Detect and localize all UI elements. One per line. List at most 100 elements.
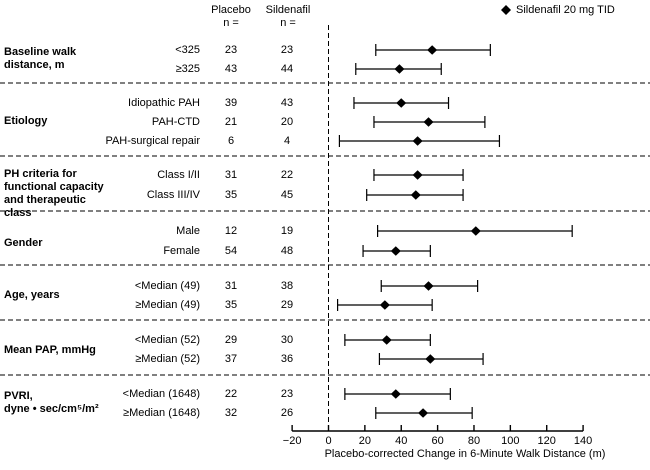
sildenafil-n-value: 23 (280, 44, 294, 56)
group-label: PVRI, dyne • sec/cm⁵/m² (4, 390, 200, 416)
x-axis-tick-label: 80 (467, 435, 481, 447)
sildenafil-n-value: 29 (280, 299, 294, 311)
subgroup-label: ≥Median (52) (135, 353, 200, 365)
column-header-sildenafil: Sildenafil n = (259, 4, 317, 30)
sildenafil-n-value: 30 (280, 334, 294, 346)
placebo-n-value: 21 (224, 116, 238, 128)
subgroup-label: ≥Median (49) (135, 299, 200, 311)
group-label-line: Mean PAP, mmHg (4, 344, 96, 356)
subgroup-label: PAH-CTD (151, 116, 200, 128)
placebo-n-value: 6 (227, 135, 235, 147)
placebo-n-value: 32 (224, 407, 238, 419)
placebo-n-value: 54 (224, 245, 238, 257)
estimate-diamond (427, 45, 438, 55)
column-header-placebo: Placebo n = (205, 4, 257, 30)
subgroup-label: PAH-surgical repair (105, 135, 200, 147)
estimate-diamond (423, 281, 434, 291)
group-label-line: Etiology (4, 115, 48, 127)
sildenafil-n-value: 23 (280, 388, 294, 400)
placebo-n-equals-text: n = (223, 17, 239, 29)
sildenafil-n-value: 20 (280, 116, 294, 128)
x-axis-tick-label: 140 (573, 435, 593, 447)
x-axis-tick-label: 60 (431, 435, 444, 447)
group-label: Mean PAP, mmHg (4, 344, 200, 357)
subgroup-label: <Median (1648) (122, 388, 200, 400)
estimate-diamond (418, 408, 429, 418)
legend-label: Sildenafil 20 mg TID (516, 4, 615, 16)
estimate-diamond (396, 98, 407, 108)
subgroup-label: <Median (49) (134, 280, 200, 292)
sildenafil-n-value: 19 (280, 225, 294, 237)
placebo-n-value: 23 (224, 44, 238, 56)
x-axis-tick-label: −20 (282, 435, 302, 447)
group-label-line: Baseline walk (4, 46, 77, 58)
estimate-diamond (470, 226, 481, 236)
group-label-line: distance, m (4, 59, 65, 71)
subgroup-label: Class I/II (157, 169, 200, 181)
sildenafil-n-value: 38 (280, 280, 294, 292)
sildenafil-n-value: 22 (280, 169, 294, 181)
estimate-diamond (390, 389, 401, 399)
placebo-n-value: 12 (224, 225, 238, 237)
sildenafil-n-value: 44 (280, 63, 294, 75)
group-label: Age, years (4, 289, 200, 302)
group-label-line: class (4, 207, 32, 219)
placebo-n-value: 22 (224, 388, 238, 400)
sildenafil-n-value: 36 (280, 353, 294, 365)
placebo-header-text: Placebo (211, 4, 251, 16)
group-label: PH criteria for functional capacity and th… (4, 168, 200, 220)
subgroup-label: Female (163, 245, 200, 257)
placebo-n-value: 29 (224, 334, 238, 346)
estimate-diamond (412, 136, 423, 146)
estimate-diamond (412, 170, 423, 180)
estimate-diamond (390, 246, 401, 256)
subgroup-label: Male (176, 225, 200, 237)
group-label: Etiology (4, 115, 200, 128)
placebo-n-value: 35 (224, 299, 238, 311)
group-label: Gender (4, 237, 200, 250)
group-label-line: Age, years (4, 289, 60, 301)
sildenafil-header-text: Sildenafil (265, 4, 311, 16)
sildenafil-n-value: 43 (280, 97, 294, 109)
estimate-diamond (394, 64, 405, 74)
sildenafil-n-value: 4 (283, 135, 291, 147)
estimate-diamond (423, 117, 434, 127)
sildenafil-n-value: 26 (280, 407, 294, 419)
axis-title: Placebo-corrected Change in 6-Minute Wal… (324, 448, 606, 460)
sildenafil-n-equals-text: n = (280, 17, 296, 29)
estimate-diamond (425, 354, 436, 364)
estimate-diamond (381, 335, 392, 345)
placebo-n-value: 43 (224, 63, 238, 75)
placebo-n-value: 31 (224, 280, 238, 292)
subgroup-label: ≥Median (1648) (123, 407, 200, 419)
subgroup-label: ≥325 (175, 63, 200, 75)
x-axis-tick-label: 120 (537, 435, 556, 447)
group-label-line: dyne • sec/cm⁵/m² (4, 403, 99, 415)
group-label-line: Gender (4, 237, 43, 249)
sildenafil-n-value: 45 (280, 189, 294, 201)
estimate-diamond (379, 300, 390, 310)
placebo-n-value: 35 (224, 189, 238, 201)
subgroup-label: Idiopathic PAH (128, 97, 200, 109)
sildenafil-n-value: 48 (280, 245, 294, 257)
x-axis-tick-label: 20 (358, 435, 371, 447)
x-axis-tick-label: 0 (325, 435, 332, 447)
legend: Sildenafil 20 mg TID (501, 4, 615, 16)
diamond-marker-icon (501, 5, 511, 15)
group-label-line: PH criteria for (4, 168, 77, 180)
group-label-line: and therapeutic (4, 194, 86, 206)
subgroup-label: <325 (175, 44, 200, 56)
x-axis-tick-label: 100 (501, 435, 520, 447)
subgroup-label: <Median (52) (134, 334, 200, 346)
placebo-n-value: 31 (224, 169, 238, 181)
estimate-diamond (410, 190, 421, 200)
group-label: Baseline walk distance, m (4, 46, 200, 72)
placebo-n-value: 39 (224, 97, 238, 109)
subgroup-label: Class III/IV (146, 189, 200, 201)
group-label-line: PVRI, (4, 390, 33, 402)
x-axis-tick-label: 40 (395, 435, 408, 447)
placebo-n-value: 37 (224, 353, 238, 365)
group-label-line: functional capacity (4, 181, 104, 193)
